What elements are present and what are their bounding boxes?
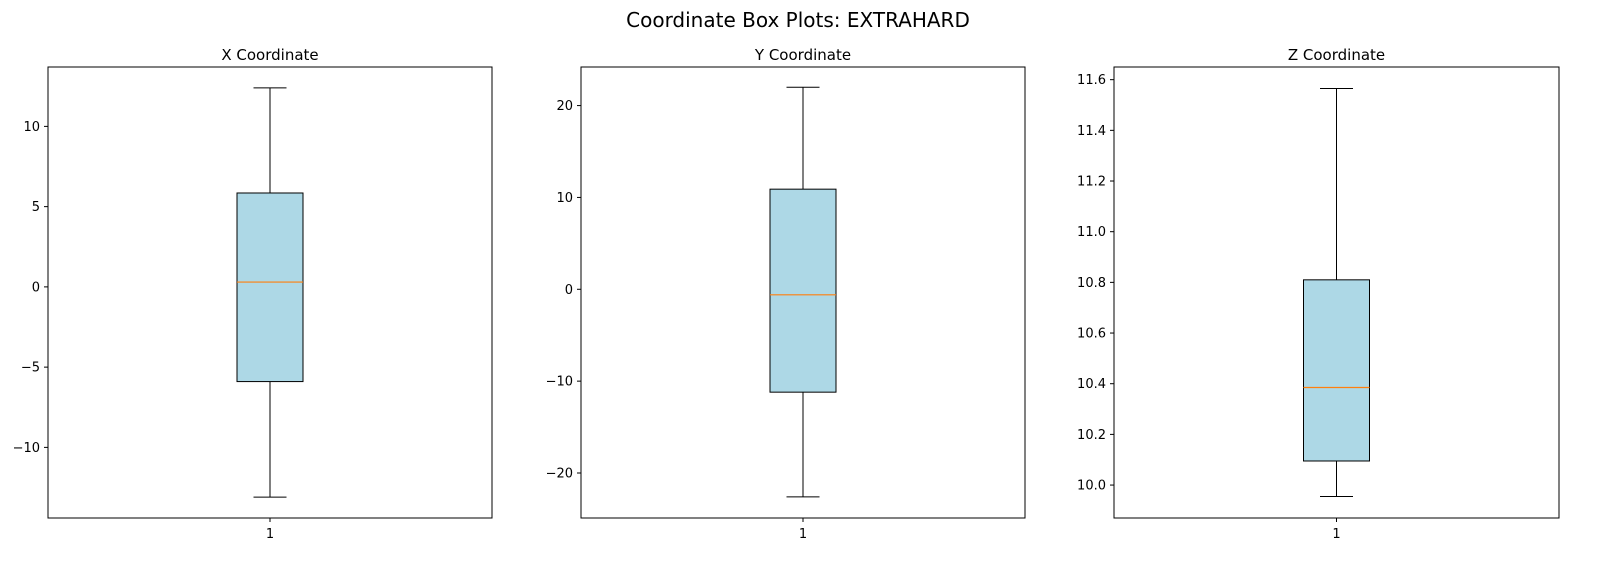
- x-coordinate-panel: X Coordinate −10 −5 0 5 10 1: [13, 46, 493, 542]
- z-axes-title: Z Coordinate: [1288, 46, 1385, 64]
- z-ytick-label: 11.6: [1077, 73, 1106, 88]
- z-ytick-label: 10.4: [1077, 377, 1106, 392]
- x-axes-title: X Coordinate: [221, 46, 318, 64]
- y-ytick-label: 0: [565, 283, 573, 298]
- z-ytick-label: 10.8: [1077, 276, 1106, 291]
- z-iqr-box: [1303, 279, 1370, 462]
- z-ytick-label: 10.2: [1077, 428, 1106, 443]
- x-ytick-label: 5: [32, 200, 40, 215]
- x-ytick-label: 10: [23, 120, 40, 135]
- y-ytick-label: −10: [546, 375, 573, 390]
- x-iqr-box: [236, 192, 304, 383]
- x-ytick-label: −10: [13, 441, 40, 456]
- figure-title: Coordinate Box Plots: EXTRAHARD: [626, 8, 970, 32]
- y-coordinate-panel: Y Coordinate −20 −10 0 10 20 1: [546, 46, 1026, 542]
- x-ytick-label: 0: [32, 280, 40, 295]
- z-ytick-label: 10.6: [1077, 327, 1106, 342]
- z-ytick-label: 11.2: [1077, 175, 1106, 190]
- y-iqr-box: [769, 188, 837, 393]
- z-coordinate-panel: Z Coordinate 10.0 10.2 10.4 10.6 10.8 11.0 11.2…: [1077, 46, 1560, 542]
- z-ytick-label: 11.4: [1077, 124, 1106, 139]
- y-xtick-label: 1: [799, 527, 807, 542]
- y-ytick-label: −20: [546, 466, 573, 481]
- y-ytick-label: 10: [556, 191, 573, 206]
- x-xtick-label: 1: [266, 527, 274, 542]
- z-ytick-label: 11.0: [1077, 225, 1106, 240]
- y-axes-title: Y Coordinate: [754, 46, 851, 64]
- y-ytick-label: 20: [556, 99, 573, 114]
- z-ytick-label: 10.0: [1077, 479, 1106, 494]
- z-xtick-label: 1: [1332, 527, 1340, 542]
- x-ytick-label: −5: [21, 361, 40, 376]
